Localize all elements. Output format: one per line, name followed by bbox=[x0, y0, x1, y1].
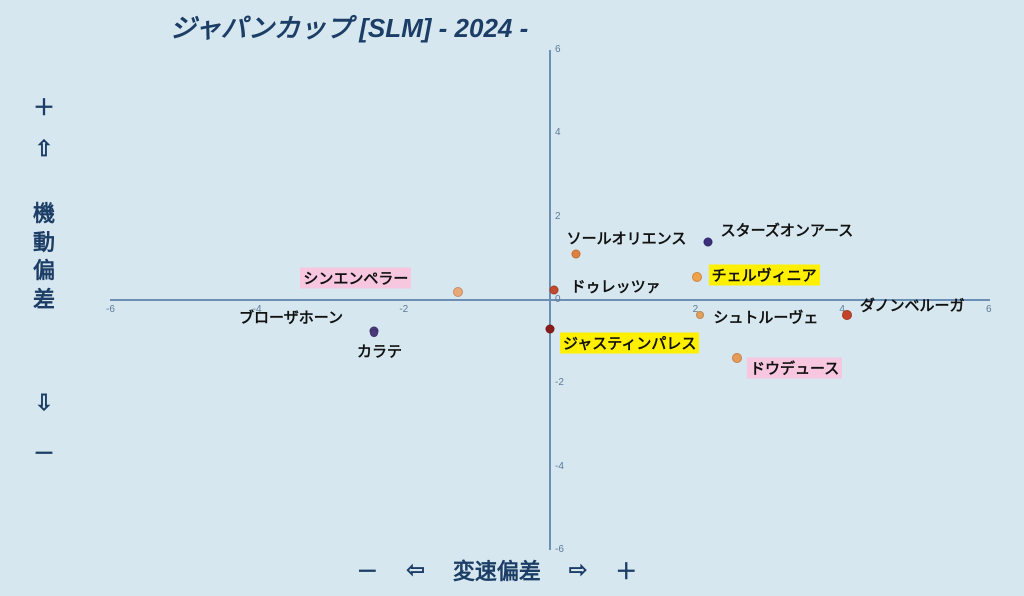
y-tick: 0 bbox=[555, 294, 561, 305]
data-point bbox=[370, 329, 378, 337]
x-tick: -2 bbox=[399, 304, 408, 315]
x-axis-text: 変速偏差 bbox=[453, 554, 541, 586]
y-tick: -4 bbox=[555, 461, 564, 472]
data-point-label: カラテ bbox=[354, 341, 405, 362]
y-tick: 4 bbox=[555, 127, 561, 138]
data-point-label: ドウデュース bbox=[747, 358, 842, 379]
data-point-label: ダノンベルーガ bbox=[857, 294, 968, 315]
data-point-label: シュトルーヴェ bbox=[710, 306, 821, 327]
y-tick: -6 bbox=[555, 544, 564, 555]
data-point bbox=[571, 250, 580, 259]
data-point bbox=[692, 272, 702, 282]
data-point-label: ブローザホーン bbox=[236, 307, 346, 328]
data-point bbox=[696, 311, 704, 319]
y-plus-symbol: ＋ bbox=[24, 90, 64, 122]
y-minus-symbol: － bbox=[24, 436, 64, 468]
x-minus-symbol: － bbox=[356, 554, 378, 586]
y-down-arrow: ⇩ bbox=[24, 390, 64, 416]
data-point-label: スターズオンアース bbox=[718, 219, 857, 240]
data-point-label: チェルヴィニア bbox=[709, 265, 820, 286]
y-axis-text: 機動偏差 bbox=[24, 200, 64, 314]
data-point-label: ドゥレッツァ bbox=[568, 275, 664, 296]
data-point bbox=[842, 310, 852, 320]
data-point bbox=[703, 237, 712, 246]
x-tick: -6 bbox=[106, 304, 115, 315]
data-point-label: ソールオリエンス bbox=[564, 228, 690, 249]
data-point bbox=[453, 287, 463, 297]
x-axis-label: － ⇦ 変速偏差 ⇨ ＋ bbox=[356, 554, 637, 586]
y-tick: 6 bbox=[555, 44, 561, 55]
chart-title: ジャパンカップ [SLM] - 2024 - bbox=[170, 8, 528, 45]
x-left-arrow: ⇦ bbox=[406, 557, 424, 583]
y-axis-line bbox=[549, 50, 551, 550]
x-tick: 6 bbox=[986, 304, 992, 315]
data-point-label: ジャスティンパレス bbox=[560, 333, 699, 354]
chart-root: ジャパンカップ [SLM] - 2024 - ＋ ⇧ 機動偏差 ⇩ － － ⇦ … bbox=[0, 0, 1024, 596]
data-point bbox=[546, 325, 555, 334]
y-tick: -2 bbox=[555, 377, 564, 388]
data-point bbox=[732, 353, 742, 363]
data-point bbox=[549, 285, 558, 294]
x-right-arrow: ⇨ bbox=[569, 557, 587, 583]
x-plus-symbol: ＋ bbox=[615, 554, 637, 586]
y-tick: 2 bbox=[555, 211, 561, 222]
scatter-plot: -6-4-2246-6-4-20246スターズオンアースチェルヴィニアソールオリ… bbox=[110, 50, 990, 550]
y-up-arrow: ⇧ bbox=[24, 136, 64, 162]
data-point-label: シンエンペラー bbox=[300, 267, 411, 288]
